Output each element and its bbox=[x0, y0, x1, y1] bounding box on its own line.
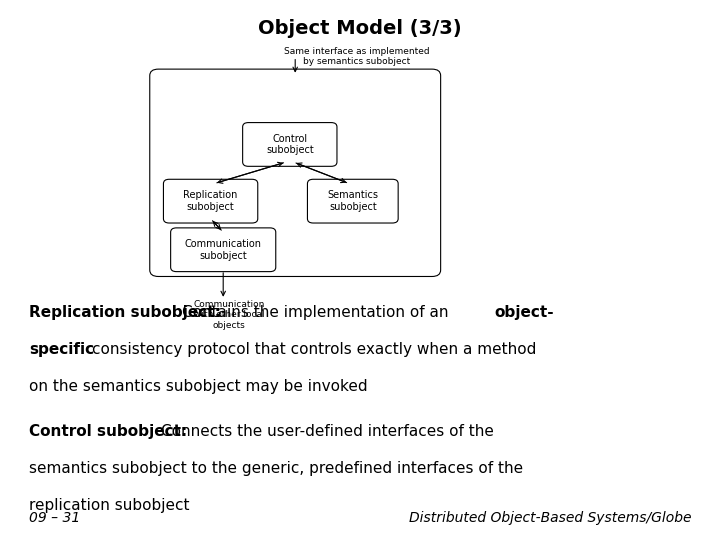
Text: Control subobject:: Control subobject: bbox=[29, 424, 187, 440]
Text: specific: specific bbox=[29, 342, 94, 357]
Text: Connects the user-defined interfaces of the: Connects the user-defined interfaces of … bbox=[161, 424, 493, 440]
Text: Object Model (3/3): Object Model (3/3) bbox=[258, 19, 462, 38]
Text: 09 – 31: 09 – 31 bbox=[29, 511, 80, 525]
Text: Communication
with other local
objects: Communication with other local objects bbox=[193, 300, 265, 329]
FancyBboxPatch shape bbox=[171, 228, 276, 272]
Text: consistency protocol that controls exactly when a method: consistency protocol that controls exact… bbox=[92, 342, 536, 357]
Text: Communication
subobject: Communication subobject bbox=[185, 239, 261, 261]
FancyBboxPatch shape bbox=[163, 179, 258, 223]
Text: Replication subobject:: Replication subobject: bbox=[29, 305, 220, 320]
Text: Semantics
subobject: Semantics subobject bbox=[328, 191, 378, 212]
Text: Replication
subobject: Replication subobject bbox=[184, 191, 238, 212]
Text: Contains the implementation of an: Contains the implementation of an bbox=[182, 305, 449, 320]
Text: Distributed Object-Based Systems/Globe: Distributed Object-Based Systems/Globe bbox=[409, 511, 691, 525]
Text: Control
subobject: Control subobject bbox=[266, 134, 314, 156]
Text: semantics subobject to the generic, predefined interfaces of the: semantics subobject to the generic, pred… bbox=[29, 461, 523, 476]
FancyBboxPatch shape bbox=[150, 69, 441, 276]
FancyBboxPatch shape bbox=[307, 179, 398, 223]
FancyBboxPatch shape bbox=[243, 123, 337, 166]
Text: replication subobject: replication subobject bbox=[29, 498, 189, 513]
Text: Same interface as implemented
by semantics subobject: Same interface as implemented by semanti… bbox=[284, 47, 429, 66]
Text: on the semantics subobject may be invoked: on the semantics subobject may be invoke… bbox=[29, 379, 367, 394]
Text: object-: object- bbox=[494, 305, 554, 320]
